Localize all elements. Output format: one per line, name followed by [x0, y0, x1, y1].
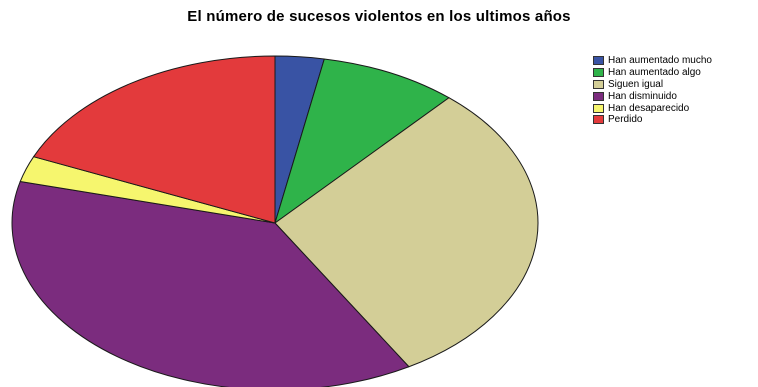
legend-label: Siguen igual — [608, 78, 664, 90]
legend-label: Han aumentado mucho — [608, 55, 712, 67]
legend-swatch — [593, 115, 604, 125]
legend-swatch — [593, 91, 604, 101]
legend-label: Han disminuido — [608, 90, 677, 102]
legend-item-han-aumentado-algo: Han aumentado algo — [593, 67, 712, 79]
legend-swatch — [593, 68, 604, 78]
legend-item-han-aumentado-mucho: Han aumentado mucho — [593, 55, 712, 67]
legend-label: Perdido — [608, 114, 643, 126]
legend-item-siguen-igual: Siguen igual — [593, 79, 712, 91]
legend-item-perdido: Perdido — [593, 114, 712, 126]
legend-label: Han aumentado algo — [608, 67, 701, 79]
pie-slices — [11, 55, 539, 387]
legend: Han aumentado mucho Han aumentado algo Sig… — [593, 55, 712, 126]
pie-slice-perdido — [33, 55, 276, 224]
legend-swatch — [593, 79, 604, 89]
legend-item-han-disminuido: Han disminuido — [593, 90, 712, 102]
chart-title: El número de sucesos violentos en los ul… — [187, 8, 571, 25]
legend-label: Han desaparecido — [608, 102, 690, 114]
legend-swatch — [593, 103, 604, 113]
pie-slice-han-aumentado-algo — [274, 58, 450, 224]
legend-swatch — [593, 56, 604, 66]
legend-item-han-desaparecido: Han desaparecido — [593, 102, 712, 114]
pie-slice-han-disminuido — [11, 180, 410, 387]
pie-slice-siguen-igual — [274, 97, 539, 368]
